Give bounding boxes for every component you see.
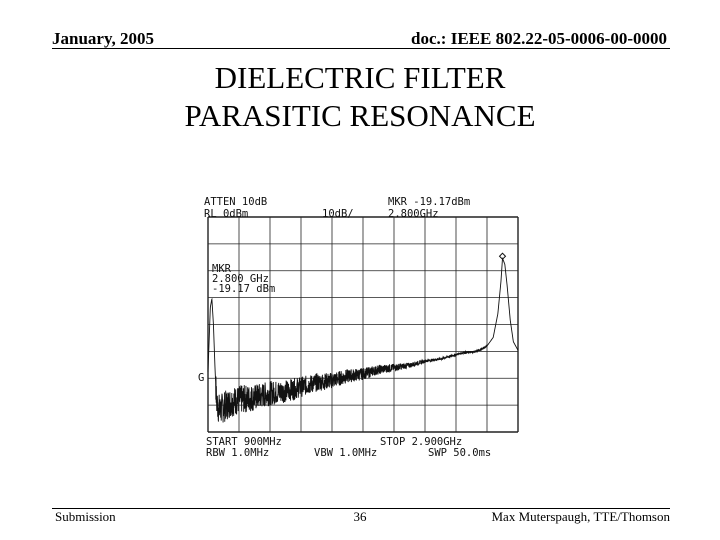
atten-label: ATTEN 10dB (204, 196, 267, 208)
vbw-label: VBW 1.0MHz (314, 447, 377, 459)
slide-title-line2: PARASITIC RESONANCE (184, 98, 536, 133)
footer-page-number: 36 (353, 509, 367, 524)
mkr-label: MKR (212, 263, 232, 275)
header-doc-id: doc.: IEEE 802.22-05-0006-00-0000 (411, 29, 667, 48)
footer-author: Max Muterspaugh, TTE/Thomson (491, 509, 671, 524)
spectrum-analyzer-plot: ATTEN 10dB RL 0dBm 10dB/ MKR -19.17dBm 2… (198, 196, 519, 459)
marker-readout-freq: 2.800GHz (388, 208, 439, 220)
ref-level-label: RL 0dBm (204, 208, 248, 220)
sweep-label: SWP 50.0ms (428, 447, 491, 459)
trace-line (207, 257, 519, 423)
rbw-label: RBW 1.0MHz (206, 447, 269, 459)
scale-label: 10dB/ (322, 208, 354, 220)
footer-rule (52, 508, 670, 509)
marker-readout-level: MKR -19.17dBm (388, 196, 470, 208)
mkr-freq: 2.800 GHz (212, 273, 269, 285)
footer-submission: Submission (55, 509, 116, 524)
stop-freq-label: STOP 2.900GHz (380, 436, 462, 448)
header-rule (52, 48, 670, 49)
header-date: January, 2005 (52, 29, 155, 48)
mkr-level: -19.17 dBm (212, 283, 275, 295)
g-label: G (198, 372, 204, 384)
trace-group (207, 257, 519, 423)
slide-title-line1: DIELECTRIC FILTER (214, 60, 506, 95)
start-freq-label: START 900MHz (206, 436, 282, 448)
marker-diamond (498, 252, 507, 260)
